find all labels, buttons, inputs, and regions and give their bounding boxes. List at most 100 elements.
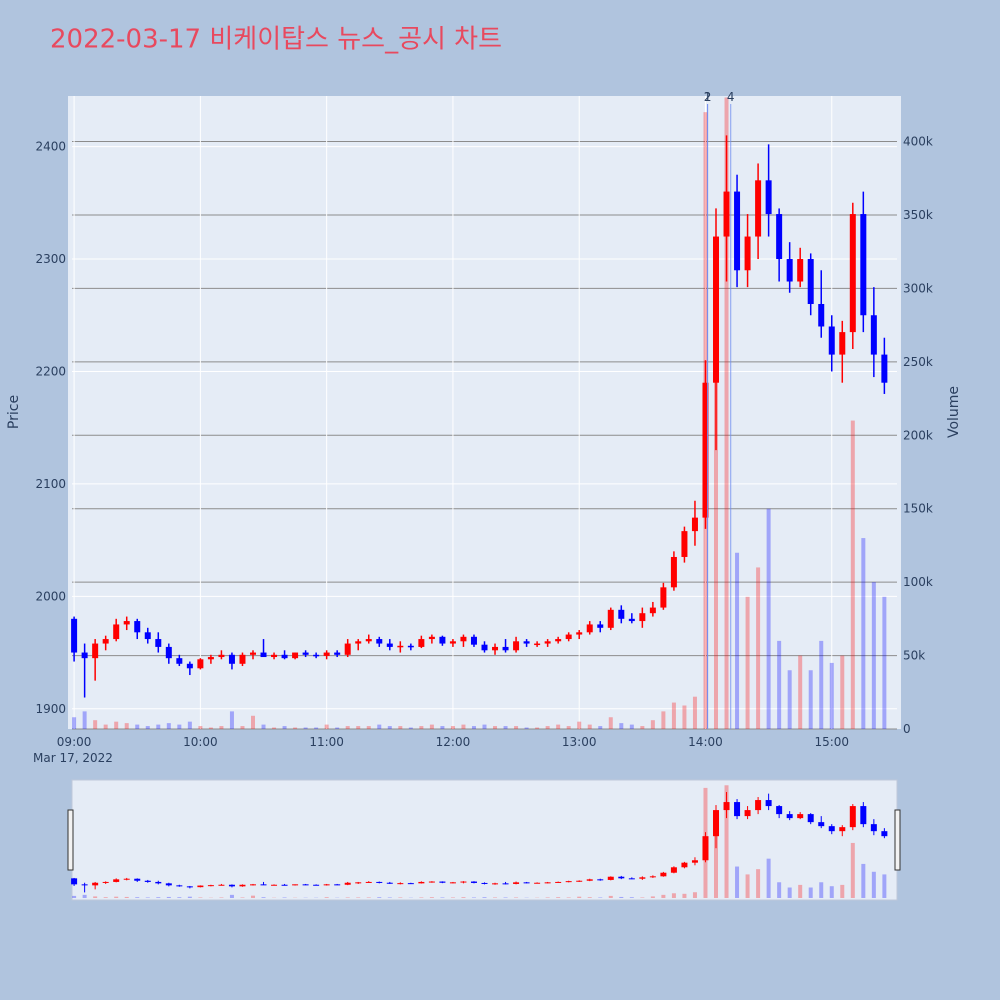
slider-volume-bar — [745, 874, 750, 898]
candle-body — [849, 214, 856, 333]
slider-candle-body — [218, 884, 225, 886]
slider-volume-bar — [377, 897, 382, 898]
annotation-label: 1 — [704, 90, 712, 104]
slider-volume-bar — [756, 869, 761, 898]
candle-body — [207, 657, 214, 660]
slider-volume-bar — [482, 897, 487, 898]
slider-candle-body — [849, 806, 856, 828]
volume-bar — [598, 726, 603, 729]
slider-handle-right — [894, 809, 901, 871]
y2-tick-label: 0 — [903, 722, 911, 736]
volume-bar — [461, 724, 466, 729]
slider-volume-bar — [145, 897, 150, 898]
slider-candle-body — [102, 881, 109, 883]
volume-bar — [293, 727, 298, 729]
slider-candle-body — [334, 884, 341, 886]
slider-candle-body — [502, 883, 509, 885]
slider-candle-body — [492, 883, 499, 885]
candle-body — [92, 643, 99, 659]
candle-body — [765, 180, 772, 215]
slider-volume-bar — [156, 897, 161, 898]
volume-bar — [756, 567, 761, 729]
slider-candle-body — [155, 881, 162, 884]
slider-candle-body — [407, 883, 414, 885]
volume-bar — [198, 726, 203, 729]
slider-candle-body — [207, 885, 214, 887]
y2-tick-label: 100k — [903, 575, 933, 589]
x-tick-label: 13:00 — [562, 735, 597, 749]
volume-bar — [829, 662, 834, 729]
slider-volume-bar — [124, 896, 129, 898]
slider-volume-bar — [777, 882, 782, 898]
slider-volume-bar — [177, 897, 182, 898]
candle-body — [386, 643, 393, 647]
slider-volume-bar — [356, 897, 361, 898]
plot-area — [68, 96, 901, 729]
candle-body — [281, 654, 288, 659]
candle-body — [71, 618, 78, 653]
candle-body — [439, 636, 446, 644]
slider-candle-body — [797, 814, 804, 819]
y2-tick-label: 350k — [903, 208, 933, 222]
slider-volume-bar — [871, 871, 876, 898]
slider-candle-body — [660, 872, 667, 877]
slider-candle-body — [292, 884, 299, 886]
volume-bar — [366, 726, 371, 729]
volume-bar — [219, 726, 224, 729]
candle-body — [123, 621, 130, 625]
candle-body — [797, 259, 804, 282]
annotation-label: 2 — [704, 90, 712, 104]
slider-candle-body — [702, 836, 709, 861]
volume-bar — [335, 727, 340, 729]
candle-body — [239, 654, 246, 664]
candle-body — [534, 643, 541, 646]
slider-candle-body — [71, 878, 78, 885]
candle-body — [186, 663, 193, 669]
slider-volume-bar — [166, 896, 171, 898]
candle-body — [670, 556, 677, 588]
candle-body — [397, 645, 404, 648]
volume-bar — [450, 726, 455, 729]
volume-bar — [514, 726, 519, 729]
slider-volume-bar — [587, 897, 592, 898]
candle-body — [555, 639, 562, 642]
slider-volume-bar — [787, 887, 792, 898]
volume-bar — [145, 726, 150, 729]
slider-volume-bar — [682, 893, 687, 898]
slider-volume-bar — [282, 897, 287, 898]
slider-candle-body — [376, 881, 383, 883]
candle-body — [460, 636, 467, 642]
y-tick-label: 2200 — [35, 364, 66, 378]
slider-candle-body — [881, 831, 888, 837]
candle-body — [365, 639, 372, 642]
slider-volume-bar — [829, 886, 834, 898]
y2-tick-label: 400k — [903, 135, 933, 149]
volume-bar — [261, 724, 266, 729]
volume-bar — [103, 724, 108, 729]
slider-candle-body — [365, 881, 372, 883]
candle-body — [344, 643, 351, 655]
slider-volume-bar — [608, 895, 613, 898]
volume-bar — [629, 724, 634, 729]
slider-volume-bar — [493, 897, 498, 898]
volume-bar — [229, 711, 234, 729]
volume-bar — [503, 726, 508, 729]
slider-candle-body — [744, 810, 751, 817]
volume-bar — [650, 720, 655, 729]
candle-body — [565, 634, 572, 640]
volume-bar — [429, 724, 434, 729]
y2-axis-title: Volume — [946, 386, 962, 438]
volume-bar — [766, 508, 771, 729]
volume-bar — [72, 717, 77, 729]
slider-candle-body — [418, 881, 425, 884]
slider-volume-bar — [650, 896, 655, 898]
slider-volume-bar — [93, 896, 98, 898]
slider-candle-body — [534, 882, 541, 884]
volume-bar — [840, 655, 845, 729]
volume-bar — [114, 721, 119, 729]
x-tick-label: 11:00 — [309, 735, 344, 749]
slider-volume-bar — [671, 893, 676, 898]
slider-candle-body — [649, 876, 656, 878]
slider-candle-body — [555, 881, 562, 883]
volume-bar — [777, 640, 782, 729]
